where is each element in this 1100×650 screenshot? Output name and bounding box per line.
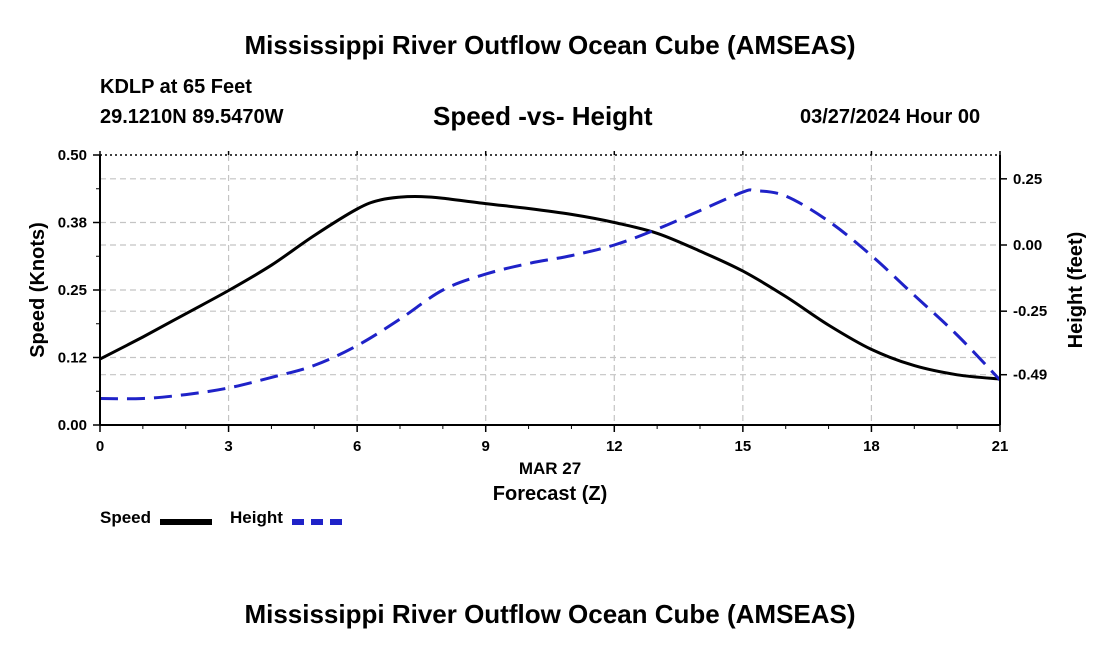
coordinates-label: 29.1210N 89.5470W <box>100 106 284 128</box>
x-tick-label: 0 <box>96 438 104 455</box>
x-tick-label: 12 <box>606 438 623 455</box>
chart-subtitle: Speed -vs- Height <box>433 101 653 131</box>
y-left-tick-label: 0.50 <box>58 147 87 164</box>
footer-title: Mississippi River Outflow Ocean Cube (AM… <box>244 599 856 629</box>
y-right-tick-label: -0.49 <box>1013 367 1047 384</box>
series-line-height <box>99 188 1002 401</box>
x-tick-label: 9 <box>482 438 490 455</box>
x-tick-label: 3 <box>224 438 232 455</box>
y-left-tick-label: 0.00 <box>58 417 87 434</box>
legend-speed-label: Speed <box>100 508 152 527</box>
y-left-tick-label: 0.25 <box>58 282 87 299</box>
y-left-tick-label: 0.12 <box>58 350 87 367</box>
series-layer <box>99 188 1002 401</box>
y-right-tick-label: -0.25 <box>1013 303 1047 320</box>
series-line-speed <box>99 195 1001 381</box>
x-tick-label: 6 <box>353 438 361 455</box>
grid-layer <box>100 155 1000 425</box>
y-left-axis-label: Speed (Knots) <box>27 222 49 358</box>
legend-height-swatch <box>292 519 342 525</box>
y-right-axis-label: Height (feet) <box>1065 232 1087 349</box>
axis-layer <box>93 151 1007 432</box>
x-tick-label: 18 <box>863 438 880 455</box>
station-label: KDLP at 65 Feet <box>100 76 252 98</box>
forecast-datetime: 03/27/2024 Hour 00 <box>800 106 981 128</box>
x-axis-date-label: MAR 27 <box>519 459 581 478</box>
y-left-tick-label: 0.38 <box>58 215 87 232</box>
x-axis-label: Forecast (Z) <box>493 483 607 505</box>
x-tick-label: 21 <box>992 438 1009 455</box>
y-right-tick-label: 0.25 <box>1013 171 1042 188</box>
main-title: Mississippi River Outflow Ocean Cube (AM… <box>244 30 856 60</box>
legend-speed-swatch <box>160 519 212 525</box>
y-right-tick-label: 0.00 <box>1013 237 1042 254</box>
label-layer: 0 3 6 9 12 15 18 21 0.00 0.12 0.25 0.38 0.50 -0.49 -0.… <box>27 147 1087 505</box>
x-tick-label: 15 <box>735 438 752 455</box>
legend-height-label: Height <box>230 508 283 527</box>
